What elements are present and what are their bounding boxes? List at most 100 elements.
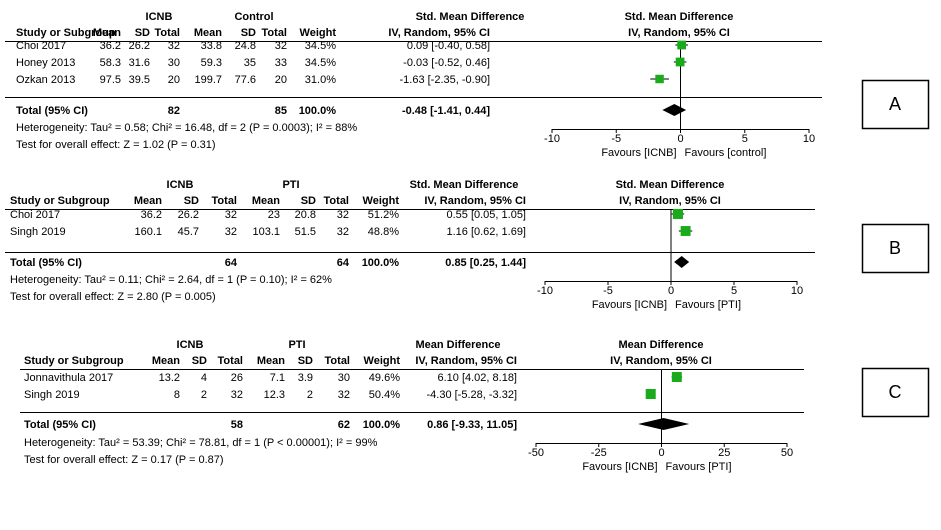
study-weight: 34.5% [305, 57, 336, 69]
plot-method-header: IV, Random, 95% CI [610, 355, 712, 367]
effect-marker [655, 74, 664, 84]
group2-sd: 20.8 [295, 209, 316, 221]
group2-mean: 199.7 [194, 74, 222, 86]
overall-effect-text: Test for overall effect: Z = 1.02 (P = 0… [16, 139, 216, 151]
total-weight: 100.0% [299, 105, 337, 117]
method-column-header: IV, Random, 95% CI [424, 195, 526, 207]
group2-total: 20 [275, 74, 287, 86]
study-effect-ci: 0.55 [0.05, 1.05] [446, 209, 526, 221]
group1-header: ICNB [146, 11, 173, 23]
group1-mean: 160.1 [134, 226, 162, 238]
favours-left-label: Favours [ICNB] [601, 147, 676, 159]
axis-tick-label: 10 [791, 285, 803, 297]
group1-total: 32 [231, 389, 243, 401]
study-name: Choi 2017 [10, 209, 60, 221]
group1-sd: 31.6 [129, 57, 150, 69]
group1-mean: 58.3 [100, 57, 121, 69]
favours-right-label: Favours [PTI] [666, 461, 732, 473]
favours-right-label: Favours [control] [685, 147, 767, 159]
weight-column-header: Weight [363, 195, 400, 207]
group2-sd: 2 [307, 389, 313, 401]
x-axis: -10 -5 0 5 10 [537, 281, 803, 297]
axis-tick-label: -10 [537, 285, 553, 297]
axis-tick-label: 10 [803, 133, 815, 145]
group1-sd: 39.5 [129, 74, 150, 86]
method-column-header: IV, Random, 95% CI [415, 355, 517, 367]
group1-sd: 45.7 [178, 226, 199, 238]
total2-column-header: Total [324, 195, 349, 207]
sd2-column-header: SD [301, 195, 316, 207]
study-weight: 34.5% [305, 40, 336, 52]
total-n2: 62 [338, 419, 350, 431]
sd2-column-header: SD [241, 27, 256, 39]
total-row: Total (95% CI) 64 64 100.0% 0.85 [0.25, 1.44… [10, 256, 690, 269]
total-effect-ci: 0.85 [0.25, 1.44] [445, 257, 526, 269]
study-row: Choi 2017 36.2 26.2 32 23 20.8 32 51.2% 0.55 [0.… [10, 208, 685, 221]
total-n1: 64 [225, 257, 238, 269]
group1-sd: 2 [201, 389, 207, 401]
measure-header: Mean Difference [416, 339, 501, 351]
effect-marker [671, 372, 682, 382]
total-n2: 85 [275, 105, 287, 117]
group1-header: ICNB [177, 339, 204, 351]
overall-effect-text: Test for overall effect: Z = 0.17 (P = 0… [24, 454, 224, 466]
favours-left-label: Favours [ICNB] [592, 299, 667, 311]
study-name: Singh 2019 [24, 389, 80, 401]
group1-sd: 26.2 [129, 40, 150, 52]
effect-marker [675, 57, 685, 67]
total-row: Total (95% CI) 58 62 100.0% 0.86 [-9.33, 11.… [24, 418, 690, 431]
group2-sd: 35 [244, 57, 256, 69]
group1-mean: 97.5 [100, 74, 121, 86]
group1-mean: 36.2 [100, 40, 121, 52]
total-row: Total (95% CI) 82 85 100.0% -0.48 [-1.41, 0.… [16, 104, 687, 117]
pooled-diamond [674, 256, 690, 268]
panel-label-box [861, 79, 930, 130]
axis-tick-label: -25 [591, 447, 607, 459]
total-label: Total (95% CI) [16, 105, 88, 117]
forest-panel-a: ICNB Control Std. Mean Difference Std. Mean… [5, 11, 930, 159]
group2-header: Control [234, 11, 273, 23]
study-row: Singh 2019 160.1 45.7 32 103.1 51.5 32 48.8% 1.1… [10, 226, 693, 238]
study-name: Jonnavithula 2017 [24, 372, 113, 384]
group2-header: PTI [282, 179, 299, 191]
forest-panel-c: ICNB PTI Mean Difference Mean Difference Stu… [20, 339, 930, 473]
total-effect-ci: -0.48 [-1.41, 0.44] [402, 105, 490, 117]
total-weight: 100.0% [363, 419, 401, 431]
study-column-header: Study or Subgroup [24, 355, 124, 367]
axis-tick-label: 5 [742, 133, 748, 145]
x-axis: -50 -25 0 25 50 [528, 443, 793, 459]
axis-tick-label: 0 [668, 285, 674, 297]
study-effect-ci: -0.03 [-0.52, 0.46] [403, 57, 490, 69]
group2-mean: 12.3 [264, 389, 285, 401]
favours-left-label: Favours [ICNB] [582, 461, 657, 473]
effect-marker [680, 226, 691, 236]
study-weight: 49.6% [369, 372, 400, 384]
study-row: Singh 2019 8 2 32 12.3 2 32 50.4% -4.30 [-5.28, … [24, 388, 656, 401]
study-weight: 31.0% [305, 74, 336, 86]
plot-measure-header: Std. Mean Difference [625, 11, 734, 23]
axis-tick-label: -5 [603, 285, 613, 297]
study-effect-ci: 6.10 [4.02, 8.18] [437, 372, 517, 384]
group1-total: 32 [225, 226, 237, 238]
study-name: Singh 2019 [10, 226, 66, 238]
effect-marker [672, 208, 683, 220]
study-weight: 48.8% [368, 226, 399, 238]
measure-header: Std. Mean Difference [416, 11, 525, 23]
pooled-diamond [638, 418, 690, 430]
group1-total: 20 [168, 74, 180, 86]
study-column-header: Study or Subgroup [10, 195, 110, 207]
effect-marker [677, 40, 687, 50]
study-name: Honey 2013 [16, 57, 75, 69]
group1-total: 26 [231, 372, 243, 384]
group2-mean: 103.1 [252, 226, 280, 238]
mean2-column-header: Mean [194, 27, 222, 39]
group1-mean: 36.2 [141, 209, 162, 221]
group1-total: 32 [225, 209, 237, 221]
pooled-diamond [662, 104, 687, 116]
panel-label: C [889, 382, 902, 402]
study-row: Ozkan 2013 97.5 39.5 20 199.7 77.6 20 31.0% -1.6… [16, 74, 669, 86]
heterogeneity-text: Heterogeneity: Tau² = 0.58; Chi² = 16.48… [16, 122, 357, 134]
overall-effect-text: Test for overall effect: Z = 2.80 (P = 0… [10, 291, 216, 303]
study-effect-ci: 1.16 [0.62, 1.69] [446, 226, 526, 238]
